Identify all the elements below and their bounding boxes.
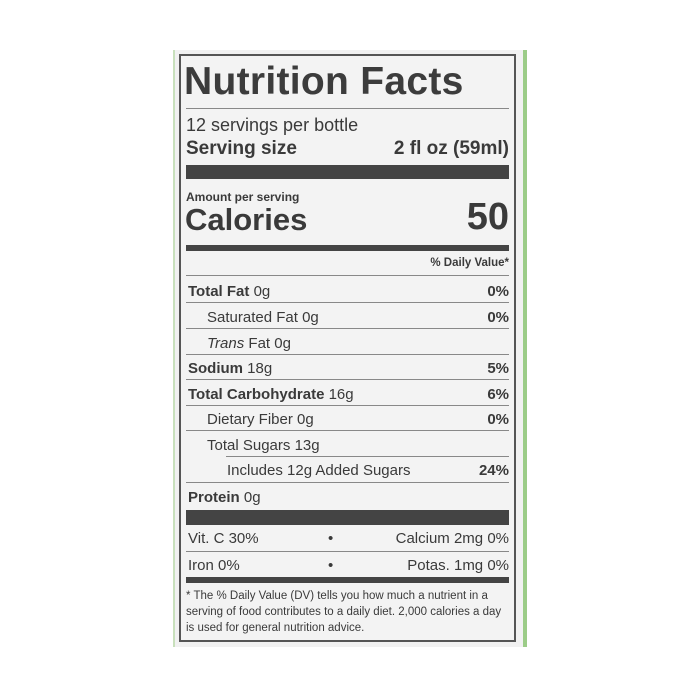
dv-total-fat: 0% [487, 283, 509, 300]
nutrient-added-sugars: Includes 12g Added Sugars [227, 462, 411, 479]
divider [186, 275, 509, 276]
bullet: • [328, 530, 334, 547]
medium-divider [186, 245, 509, 251]
dv-dietary-fiber: 0% [487, 411, 509, 428]
amount-per-serving: Amount per serving [186, 190, 300, 204]
micro-potassium: Potas. 1mg 0% [407, 557, 509, 574]
nutrition-facts-panel [179, 54, 516, 642]
footnote: * The % Daily Value (DV) tells you how m… [186, 590, 502, 634]
title: Nutrition Facts [184, 60, 464, 103]
nutrient-protein: Protein 0g [188, 489, 261, 506]
nutrient-dietary-fiber: Dietary Fiber 0g [207, 411, 314, 428]
calories-value: 50 [466, 196, 509, 238]
serving-size-value: 2 fl oz (59ml) [393, 138, 509, 159]
nutrient-saturated-fat: Saturated Fat 0g [207, 309, 319, 326]
bullet: • [328, 557, 334, 574]
medium-divider [186, 577, 509, 583]
nutrient-total-fat: Total Fat 0g [188, 283, 271, 300]
dv-total-carbohydrate: 6% [487, 386, 509, 403]
dv-added-sugars: 24% [478, 462, 509, 479]
nutrient-trans-fat: Trans Fat 0g [207, 335, 291, 352]
nutrient-total-carbohydrate: Total Carbohydrate 16g [188, 386, 354, 403]
thick-divider [186, 165, 509, 179]
micro-vitamin-c: Vit. C 30% [188, 530, 259, 547]
nutrient-sodium: Sodium 18g [188, 360, 273, 377]
divider [186, 108, 509, 109]
dv-saturated-fat: 0% [487, 309, 509, 326]
dv-sodium: 5% [487, 360, 509, 377]
thick-divider [186, 510, 509, 525]
micro-iron: Iron 0% [188, 557, 240, 574]
micro-calcium: Calcium 2mg 0% [395, 530, 509, 547]
calories-label: Calories [185, 202, 308, 237]
servings-per-container: 12 servings per bottle [186, 115, 359, 135]
serving-size-label: Serving size [186, 138, 297, 159]
nutrient-total-sugars: Total Sugars 13g [207, 437, 320, 454]
daily-value-header: % Daily Value* [430, 257, 509, 269]
